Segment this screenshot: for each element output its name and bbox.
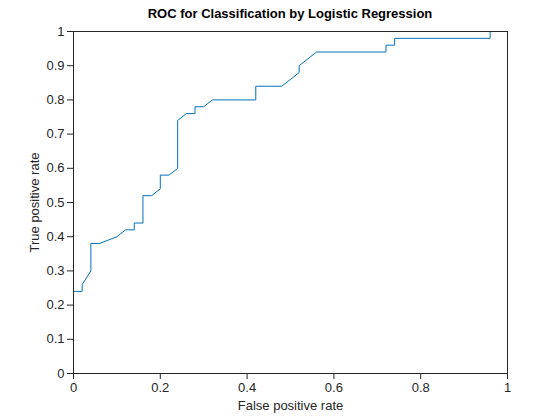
svg-text:0: 0: [57, 366, 64, 381]
svg-text:0.9: 0.9: [46, 58, 64, 73]
svg-text:0.5: 0.5: [46, 195, 64, 210]
svg-text:0: 0: [70, 380, 77, 395]
svg-text:0.8: 0.8: [412, 380, 430, 395]
svg-text:0.2: 0.2: [46, 297, 64, 312]
svg-text:0.2: 0.2: [151, 380, 169, 395]
svg-text:0.1: 0.1: [46, 331, 64, 346]
html-text:ROC for Classification by Logi: ROC for Classification by Logistic Regre…: [147, 6, 433, 21]
svg-text:0.4: 0.4: [46, 229, 64, 244]
svg-text:True positive rate: True positive rate: [27, 153, 42, 253]
svg-text:0.3: 0.3: [46, 263, 64, 278]
svg-text:False positive rate: False positive rate: [238, 398, 344, 413]
svg-text:0.6: 0.6: [325, 380, 343, 395]
svg-text:0.8: 0.8: [46, 92, 64, 107]
svg-text:0.6: 0.6: [46, 160, 64, 175]
svg-text:0.4: 0.4: [238, 380, 256, 395]
svg-text:1: 1: [57, 24, 64, 39]
svg-text:1: 1: [504, 380, 511, 395]
svg-text:0.7: 0.7: [46, 126, 64, 141]
